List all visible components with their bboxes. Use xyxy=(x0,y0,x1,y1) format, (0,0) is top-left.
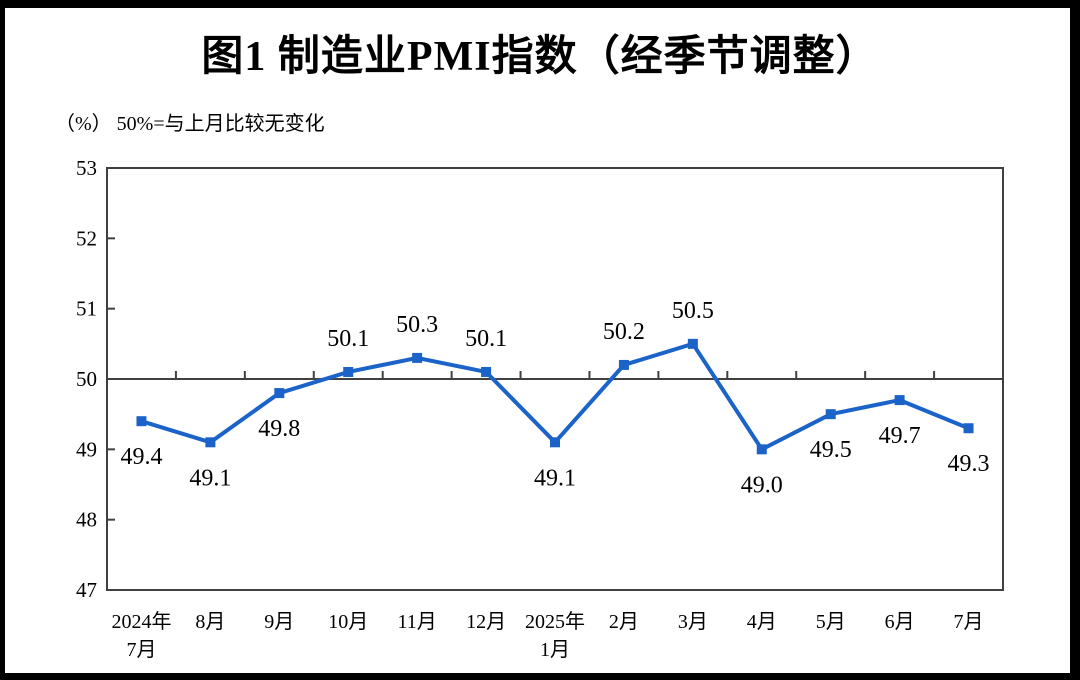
y-axis-label: 48 xyxy=(76,508,97,532)
data-point-label: 49.4 xyxy=(120,444,162,470)
chart-subtitle: （%） 50%=与上月比较无变化 xyxy=(55,113,325,135)
data-point-label: 50.1 xyxy=(465,326,507,352)
reference-line xyxy=(107,371,1003,380)
data-point-label: 49.7 xyxy=(879,423,921,449)
y-axis-label: 52 xyxy=(76,226,97,250)
x-axis-label: 3月 xyxy=(678,611,708,633)
x-axis-label: 1月 xyxy=(540,639,570,661)
data-point-marker xyxy=(205,437,216,448)
data-point-marker xyxy=(894,395,905,406)
y-axis-label: 50 xyxy=(76,367,97,391)
data-point-marker xyxy=(412,352,423,363)
y-axis-label: 47 xyxy=(76,578,97,602)
data-point-label: 50.2 xyxy=(603,319,645,345)
data-point-label: 49.1 xyxy=(189,465,231,491)
x-axis-label: 11月 xyxy=(398,611,437,633)
x-axis-labels: 2024年 7月 8月 9月 10月 11月 12月 2025年 1月 2月 3月 4月 5月 6月 7月 xyxy=(111,610,983,661)
data-point-label: 49.3 xyxy=(948,451,990,477)
x-axis-label: 5月 xyxy=(816,611,846,633)
data-point-marker xyxy=(963,423,974,434)
x-axis-label: 6月 xyxy=(885,611,915,633)
data-point-label: 50.1 xyxy=(327,326,369,352)
data-point-label: 49.8 xyxy=(258,416,300,442)
y-axis-labels: 47 48 49 50 51 52 53 xyxy=(76,156,97,602)
x-axis-label: 2025年 xyxy=(525,610,585,633)
x-axis-label: 2月 xyxy=(609,611,639,633)
x-axis-label: 12月 xyxy=(466,611,506,633)
x-axis-label: 7月 xyxy=(954,611,984,633)
x-axis-label: 2024年 xyxy=(111,610,171,633)
x-axis-label: 8月 xyxy=(195,611,225,633)
x-axis-label: 7月 xyxy=(126,639,156,661)
data-point-marker xyxy=(481,366,492,377)
data-labels: 49.4 49.1 49.8 50.1 50.3 50.1 49.1 50.2 50.5 49.0… xyxy=(120,298,989,499)
data-series xyxy=(136,338,974,455)
x-axis-label: 10月 xyxy=(328,611,368,633)
data-point-marker xyxy=(687,338,698,349)
y-axis-label: 53 xyxy=(76,156,97,180)
chart-title: 图1 制造业PMI指数（经季节调整） xyxy=(201,34,879,80)
data-point-label: 49.5 xyxy=(810,437,852,463)
y-axis-label: 51 xyxy=(76,297,97,321)
data-point-marker xyxy=(274,388,285,399)
data-point-label: 49.1 xyxy=(534,465,576,491)
data-point-marker xyxy=(756,444,767,455)
data-point-label: 50.3 xyxy=(396,312,438,338)
data-point-marker xyxy=(618,359,629,370)
y-axis-label: 49 xyxy=(76,437,97,461)
x-axis-label: 9月 xyxy=(264,611,294,633)
data-point-marker xyxy=(343,366,354,377)
data-point-label: 49.0 xyxy=(741,472,783,498)
data-point-marker xyxy=(136,416,147,427)
x-axis-label: 4月 xyxy=(747,611,777,633)
data-point-marker xyxy=(825,409,836,420)
data-point-label: 50.5 xyxy=(672,298,714,324)
data-point-marker xyxy=(550,437,560,448)
